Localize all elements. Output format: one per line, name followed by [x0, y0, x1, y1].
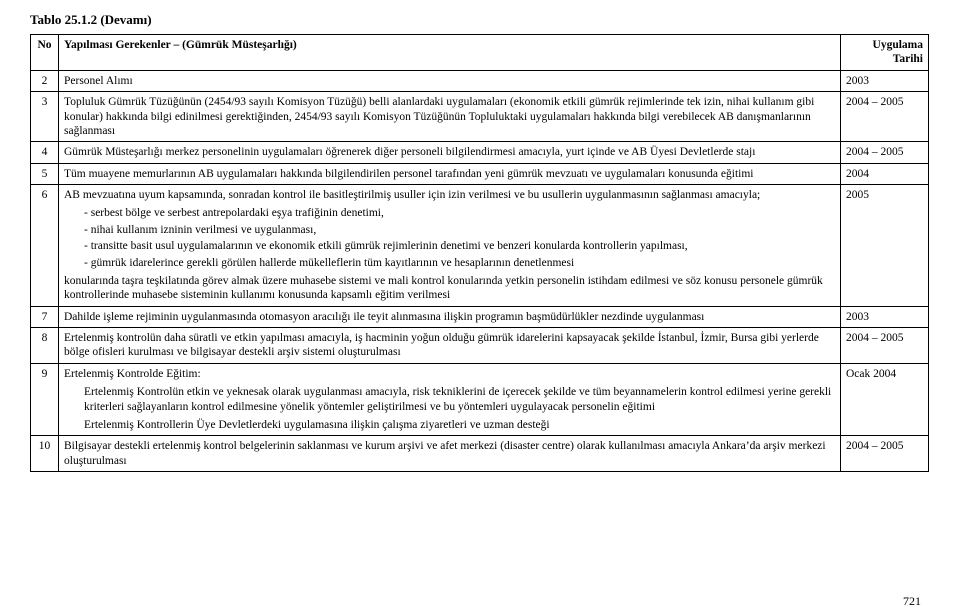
table-row: 8 Ertelenmiş kontrolün daha süratli ve e… — [31, 328, 929, 364]
cell-date: 2004 – 2005 — [841, 328, 929, 364]
cell-body-tail: konularında taşra teşkilatında görev alm… — [64, 274, 835, 303]
cell-no: 9 — [31, 363, 59, 436]
page-number: 721 — [903, 594, 921, 609]
cell-date: 2004 – 2005 — [841, 92, 929, 142]
bullet-item: nihai kullanım izninin verilmesi ve uygu… — [84, 223, 835, 237]
cell-body: Dahilde işleme rejiminin uygulanmasında … — [59, 306, 841, 327]
table-caption: Tablo 25.1.2 (Devamı) — [30, 12, 929, 28]
table-row: 2 Personel Alımı 2003 — [31, 70, 929, 91]
col-header-body: Yapılması Gerekenler – (Gümrük Müsteşarl… — [59, 35, 841, 71]
cell-no: 7 — [31, 306, 59, 327]
table-row: 10 Bilgisayar destekli ertelenmiş kontro… — [31, 436, 929, 472]
col-header-no: No — [31, 35, 59, 71]
bullet-item: transitte basit usul uygulamalarının ve … — [84, 239, 835, 253]
cell-body-lead: AB mevzuatına uyum kapsamında, sonradan … — [64, 189, 760, 201]
cell-date: 2003 — [841, 70, 929, 91]
bullet-item: gümrük idarelerince gerekli görülen hall… — [84, 256, 835, 270]
cell-no: 4 — [31, 142, 59, 163]
cell-date: 2004 – 2005 — [841, 142, 929, 163]
bullet-item: serbest bölge ve serbest antrepolardaki … — [84, 206, 835, 220]
cell-no: 2 — [31, 70, 59, 91]
cell-date: 2005 — [841, 185, 929, 307]
cell-no: 5 — [31, 163, 59, 184]
sub-para: Ertelenmiş Kontrollerin Üye Devletlerdek… — [84, 418, 835, 432]
table-header-row: No Yapılması Gerekenler – (Gümrük Müsteş… — [31, 35, 929, 71]
cell-no: 8 — [31, 328, 59, 364]
cell-date: Ocak 2004 — [841, 363, 929, 436]
table-row: 3 Topluluk Gümrük Tüzüğünün (2454/93 say… — [31, 92, 929, 142]
cell-date: 2003 — [841, 306, 929, 327]
table-row: 6 AB mevzuatına uyum kapsamında, sonrada… — [31, 185, 929, 307]
table-row: 5 Tüm muayene memurlarının AB uygulamala… — [31, 163, 929, 184]
cell-bullets: serbest bölge ve serbest antrepolardaki … — [64, 206, 835, 270]
cell-body: Topluluk Gümrük Tüzüğünün (2454/93 sayıl… — [59, 92, 841, 142]
cell-no: 10 — [31, 436, 59, 472]
col-header-date: Uygulama Tarihi — [841, 35, 929, 71]
table-row: 9 Ertelenmiş Kontrolde Eğitim: Ertelenmi… — [31, 363, 929, 436]
cell-no: 6 — [31, 185, 59, 307]
table-row: 4 Gümrük Müsteşarlığı merkez personelini… — [31, 142, 929, 163]
sub-para: Ertelenmiş Kontrolün etkin ve yeknesak o… — [84, 385, 835, 414]
cell-body: Bilgisayar destekli ertelenmiş kontrol b… — [59, 436, 841, 472]
cell-date: 2004 – 2005 — [841, 436, 929, 472]
cell-body-lead: Ertelenmiş Kontrolde Eğitim: — [64, 368, 201, 380]
cell-body: Tüm muayene memurlarının AB uygulamaları… — [59, 163, 841, 184]
cell-no: 3 — [31, 92, 59, 142]
cell-body: Ertelenmiş Kontrolde Eğitim: Ertelenmiş … — [59, 363, 841, 436]
table-row: 7 Dahilde işleme rejiminin uygulanmasınd… — [31, 306, 929, 327]
cell-body: AB mevzuatına uyum kapsamında, sonradan … — [59, 185, 841, 307]
cell-date: 2004 — [841, 163, 929, 184]
cell-body: Gümrük Müsteşarlığı merkez personelinin … — [59, 142, 841, 163]
cell-body: Personel Alımı — [59, 70, 841, 91]
cell-body: Ertelenmiş kontrolün daha süratli ve etk… — [59, 328, 841, 364]
requirements-table: No Yapılması Gerekenler – (Gümrük Müsteş… — [30, 34, 929, 472]
